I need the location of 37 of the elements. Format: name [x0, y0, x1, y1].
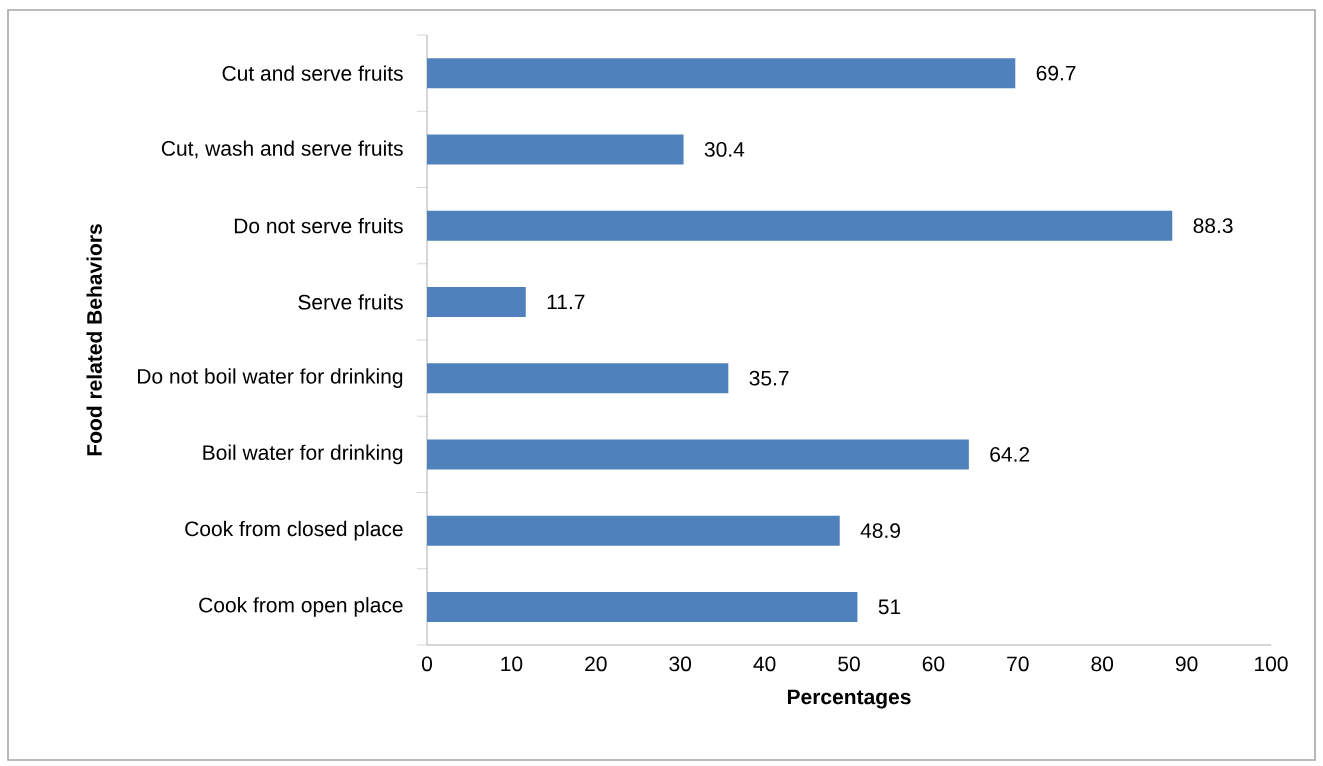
data-label: 88.3 [1193, 218, 1233, 234]
y-tick-label: Do not serve fruits [234, 217, 403, 234]
y-tick-label: Cut, wash and serve fruits [161, 140, 403, 159]
y-tick-label: Cut and serve fruits [222, 65, 403, 81]
x-tick-label: 0 [421, 656, 433, 672]
y-tick-label: Do not boil water for drinking [138, 368, 403, 388]
bar [427, 591, 858, 622]
x-tick-label: 30 [669, 656, 692, 672]
y-tick-label: Cook from closed place [185, 520, 403, 541]
bar [427, 363, 729, 394]
x-tick-label: 40 [753, 656, 776, 672]
y-tick-label: Cook from open place [199, 597, 403, 617]
bar [427, 58, 1016, 89]
bar [427, 286, 526, 317]
x-tick-label: 20 [585, 656, 607, 672]
bar [427, 210, 1173, 241]
y-tick-label: Boil water for drinking [203, 444, 403, 465]
y-tick-label: Serve fruits [298, 294, 403, 310]
data-label: 11.7 [547, 294, 585, 310]
x-tick-label: 100 [1255, 656, 1288, 672]
x-tick-label: 50 [838, 656, 860, 672]
data-label: 30.4 [704, 141, 745, 157]
bar [427, 515, 840, 546]
data-label: 51 [878, 599, 901, 615]
x-tick-label: 10 [501, 656, 523, 672]
x-tick-label: 60 [922, 656, 945, 672]
bar [427, 439, 969, 470]
data-label: 69.7 [1036, 65, 1076, 81]
data-label: 64.2 [990, 446, 1030, 462]
x-tick-label: 70 [1007, 656, 1029, 672]
data-label: 35.7 [749, 370, 789, 386]
x-axis-title: Percentages [787, 689, 911, 709]
y-axis-title: Food related Behaviors [86, 224, 102, 456]
bar [427, 134, 684, 165]
data-label: 48.9 [860, 523, 900, 539]
x-tick-label: 90 [1175, 656, 1198, 672]
x-tick-label: 80 [1091, 656, 1114, 672]
